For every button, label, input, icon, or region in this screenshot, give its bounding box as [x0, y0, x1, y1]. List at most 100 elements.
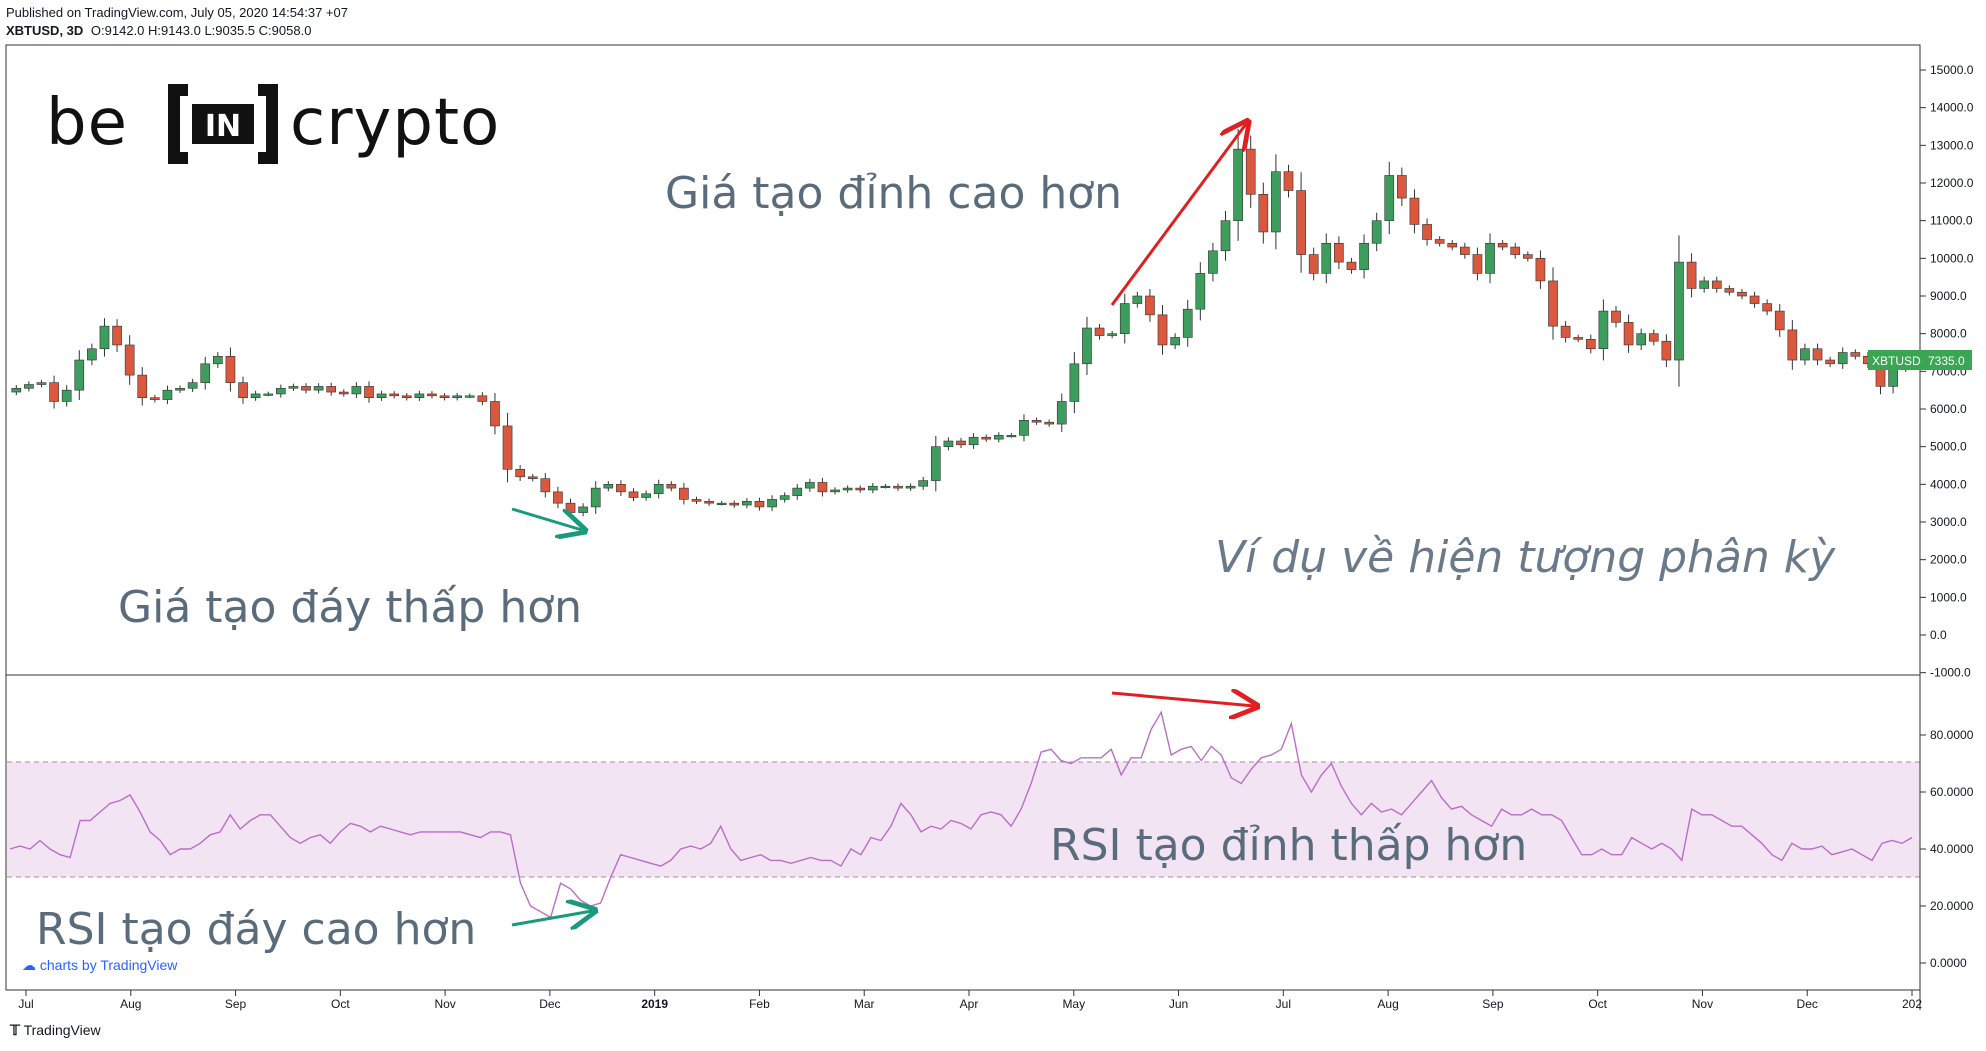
rsi-band: [7, 762, 1920, 877]
time-axis-label: Oct: [331, 997, 350, 1011]
candle-body: [1661, 340, 1672, 361]
price-axis-label: 11000.0: [1930, 214, 1973, 228]
candle-body: [502, 425, 513, 470]
candle-body: [905, 485, 916, 489]
last-price-tag-symbol: XBTUSD: [1872, 354, 1921, 368]
rsi-layer: [9, 710, 1913, 919]
candle-body: [1422, 224, 1432, 240]
candle-body: [1220, 220, 1231, 252]
candle-body: [1472, 254, 1483, 274]
candle-body: [1737, 291, 1747, 297]
candle-body: [376, 393, 387, 398]
candle-body: [792, 487, 803, 496]
tradingview-watermark[interactable]: ☁ charts by TradingView: [22, 957, 177, 974]
time-axis-label: Jul: [18, 997, 33, 1011]
rsi-axis-label: 20.0000: [1930, 899, 1974, 913]
ohlc-high: H:9143.0: [148, 23, 201, 38]
candle-body: [1107, 333, 1117, 336]
candle-body: [1321, 242, 1332, 274]
candle-body: [238, 382, 248, 398]
candle-body: [767, 499, 777, 508]
candle-body: [414, 393, 425, 398]
candle-body: [1434, 239, 1445, 244]
candle-body: [1800, 348, 1810, 361]
candle-body: [880, 485, 891, 489]
arrow-rsi-lower-high: [1111, 693, 1254, 706]
time-axis-label: Feb: [749, 997, 770, 1011]
time-axis-label: Nov: [434, 997, 455, 1011]
rsi-axis-label: 80.0000: [1930, 728, 1974, 742]
candle-body: [779, 495, 790, 500]
footer-brand[interactable]: 𝕋 TradingView: [10, 1022, 101, 1039]
time-axis: Jul Aug Sep Oct Nov Dec 2019 Feb Mar Apr May Jun Jul…: [18, 990, 1922, 1011]
candle-body: [1119, 303, 1130, 334]
candle-body: [24, 384, 34, 389]
price-axis-label: 6000.0: [1930, 402, 1967, 416]
candle-body: [704, 500, 714, 504]
candle-body: [1522, 254, 1533, 259]
candle-body: [628, 491, 639, 498]
arrow-rsi-higher-low: [511, 911, 592, 925]
candle-body: [540, 478, 551, 493]
candle-body: [603, 484, 614, 489]
candle-body: [527, 476, 538, 479]
candle-body: [842, 487, 853, 491]
candle-body: [515, 468, 525, 478]
price-axis: 15000.0 14000.0 13000.0 12000.0 11000.0 10000…: [1920, 63, 1974, 680]
candle-body: [338, 391, 349, 395]
annotation-divergence: Ví dụ về hiện tượng phân kỳ: [1215, 532, 1836, 583]
candle-body: [1812, 348, 1823, 361]
candle-body: [1371, 220, 1382, 244]
logo-text-in: IN: [205, 109, 241, 144]
candle-body: [1094, 327, 1105, 336]
candle-body: [490, 401, 500, 427]
candle-body: [1774, 310, 1785, 331]
candle-body: [1623, 322, 1634, 346]
candle-body: [175, 387, 185, 391]
candle-body: [1195, 273, 1206, 310]
candle-body: [1699, 280, 1710, 289]
candle-body: [1359, 242, 1369, 270]
candle-body: [87, 348, 97, 361]
candle-body: [150, 397, 160, 400]
price-axis-label: 12000.0: [1930, 176, 1974, 190]
logo-text-be: be: [46, 86, 128, 160]
time-axis-label: Mar: [854, 997, 875, 1011]
symbol-ohlc-line: XBTUSD, 3D O:9142.0 H:9143.0 L:9035.5 C:…: [6, 23, 311, 38]
candle-body: [616, 484, 626, 493]
annotation-rsi-lower-high: RSI tạo đỉnh thấp hơn: [1050, 820, 1527, 871]
time-axis-label: 2019: [641, 997, 668, 1011]
watermark-text: charts by TradingView: [39, 957, 178, 973]
candle-body: [263, 393, 274, 396]
candle-body: [275, 387, 286, 395]
rsi-axis-label: 0.0000: [1930, 956, 1967, 970]
candle-body: [666, 484, 677, 489]
candle-body: [1296, 190, 1306, 255]
candle-body: [1762, 303, 1772, 312]
candle-body: [1397, 175, 1407, 199]
candle-body: [187, 382, 198, 389]
rsi-axis-label: 60.0000: [1930, 785, 1974, 799]
candle-body: [716, 502, 727, 505]
price-axis-label: 5000.0: [1930, 440, 1967, 454]
time-axis-label: Jun: [1169, 997, 1188, 1011]
rsi-axis-label: 40.0000: [1930, 842, 1974, 856]
candle-body: [1686, 261, 1697, 289]
candle-body: [439, 395, 450, 399]
candle-body: [679, 487, 689, 500]
candle-body: [137, 374, 148, 399]
candle-body: [553, 491, 563, 504]
candle-body: [742, 500, 752, 506]
rsi-axis: 80.0000 60.0000 40.0000 20.0000 0.0000: [1920, 728, 1974, 970]
arrow-price-lower-low: [511, 507, 582, 530]
candle-body: [1825, 359, 1835, 365]
annotation-higher-high: Giá tạo đỉnh cao hơn: [665, 168, 1122, 219]
candle-body: [112, 325, 122, 346]
time-axis-label: Jul: [1276, 997, 1291, 1011]
time-axis-label: Dec: [1797, 997, 1818, 1011]
candle-body: [212, 355, 223, 365]
candle-body: [99, 325, 110, 350]
candle-body: [1245, 148, 1256, 195]
candle-body: [1031, 419, 1042, 423]
candle-body: [1460, 246, 1470, 255]
